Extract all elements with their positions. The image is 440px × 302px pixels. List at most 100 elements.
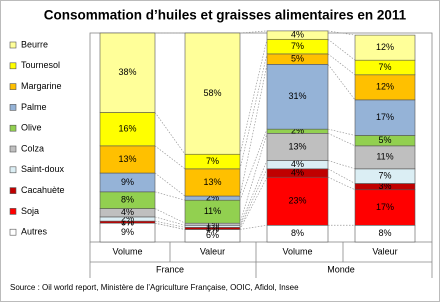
connector bbox=[154, 172, 186, 197]
connector bbox=[239, 129, 268, 201]
data-label: 6% bbox=[206, 230, 219, 240]
legend-label: Margarine bbox=[21, 81, 62, 91]
bar-segment bbox=[184, 168, 241, 197]
chart-title: Consommation d’huiles et graisses alimen… bbox=[44, 8, 407, 23]
data-label: 7% bbox=[206, 156, 219, 166]
legend-marker bbox=[9, 62, 17, 70]
legend-label: Tournesol bbox=[21, 60, 60, 70]
data-label: 1% bbox=[206, 221, 219, 231]
bar-segment bbox=[184, 32, 241, 155]
data-label: 12% bbox=[376, 42, 394, 52]
data-label: 17% bbox=[376, 202, 394, 212]
data-label: 9% bbox=[121, 227, 134, 237]
connector bbox=[154, 191, 186, 201]
bar-segment bbox=[354, 99, 416, 136]
data-label: 31% bbox=[288, 91, 306, 101]
data-label: 12% bbox=[376, 82, 394, 92]
data-label: 11% bbox=[204, 206, 221, 216]
legend-marker bbox=[9, 41, 17, 49]
connector bbox=[239, 133, 268, 224]
data-label: 7% bbox=[378, 171, 391, 181]
legend-label: Saint-doux bbox=[21, 164, 65, 174]
connector bbox=[154, 216, 186, 226]
legend-label: Beurre bbox=[21, 39, 48, 49]
data-label: 2% bbox=[121, 213, 134, 223]
legend-marker bbox=[9, 83, 17, 90]
data-label: 38% bbox=[118, 67, 136, 77]
legend-label: Palme bbox=[21, 102, 47, 112]
connector bbox=[327, 133, 356, 147]
connector bbox=[327, 38, 356, 61]
legend-marker bbox=[9, 124, 17, 132]
connector bbox=[154, 208, 186, 224]
legend-marker bbox=[9, 208, 17, 215]
data-label: 8% bbox=[291, 228, 304, 238]
connector bbox=[239, 64, 268, 197]
data-label: 1% bbox=[206, 223, 219, 233]
connector bbox=[154, 220, 186, 228]
bar-segment bbox=[354, 34, 416, 61]
data-label: 1% bbox=[121, 217, 134, 227]
bar-segment bbox=[266, 133, 329, 161]
legend-label: Autres bbox=[21, 227, 48, 237]
data-label: 8% bbox=[121, 195, 134, 205]
legend-marker bbox=[9, 104, 17, 111]
connector bbox=[154, 222, 186, 230]
data-label: 4% bbox=[121, 207, 134, 217]
data-label: 16% bbox=[118, 124, 136, 134]
source: Source : Oil world report, Ministère de … bbox=[10, 283, 299, 292]
bar-segment bbox=[266, 176, 329, 226]
x-tick-label: Volume bbox=[112, 246, 142, 256]
bar-segment bbox=[99, 112, 156, 147]
x-tick-label: Valeur bbox=[200, 246, 225, 256]
data-label: 8% bbox=[378, 228, 391, 238]
group-label: Monde bbox=[327, 264, 355, 274]
data-label: 5% bbox=[378, 135, 391, 145]
bar-segment bbox=[354, 189, 416, 226]
legend-marker bbox=[9, 145, 17, 153]
data-label: 13% bbox=[288, 141, 306, 151]
data-label: 58% bbox=[203, 88, 221, 98]
bar-segment bbox=[266, 64, 329, 130]
data-label: 7% bbox=[378, 62, 391, 72]
bar-segment bbox=[354, 74, 416, 101]
x-tick-label: Volume bbox=[282, 246, 312, 256]
data-label: 13% bbox=[118, 154, 136, 164]
data-label: 4% bbox=[291, 167, 304, 177]
connector bbox=[239, 177, 268, 230]
data-label: 1% bbox=[206, 219, 219, 229]
data-label: 17% bbox=[376, 112, 394, 122]
legend-marker bbox=[9, 228, 17, 236]
legend-marker bbox=[9, 187, 17, 194]
data-label: 13% bbox=[203, 177, 221, 187]
x-tick-label: Valeur bbox=[372, 246, 397, 256]
data-label: 23% bbox=[288, 196, 306, 206]
legend-label: Cacahuète bbox=[21, 185, 65, 195]
data-label: 4% bbox=[291, 159, 304, 169]
data-label: 2% bbox=[291, 126, 304, 136]
data-label: 9% bbox=[121, 177, 134, 187]
data-label: 7% bbox=[291, 41, 304, 51]
connector bbox=[239, 160, 268, 226]
connector bbox=[327, 176, 356, 191]
legend-label: Colza bbox=[21, 143, 44, 153]
connector bbox=[154, 145, 186, 170]
group-label: France bbox=[156, 264, 184, 274]
data-label: 11% bbox=[376, 152, 393, 162]
plot-frame bbox=[89, 32, 433, 243]
data-label: 4% bbox=[291, 29, 304, 39]
legend-marker bbox=[9, 166, 17, 174]
legend-label: Olive bbox=[21, 123, 42, 133]
legend-label: Soja bbox=[21, 206, 39, 216]
bar-segment bbox=[266, 30, 329, 40]
data-label: 3% bbox=[378, 181, 391, 191]
connector bbox=[327, 168, 356, 184]
data-label: 2% bbox=[206, 192, 219, 202]
bar-segment bbox=[99, 145, 156, 174]
connector bbox=[327, 64, 356, 101]
connector bbox=[327, 53, 356, 76]
data-label: 5% bbox=[291, 54, 304, 64]
bar-segment bbox=[99, 32, 156, 113]
connector bbox=[154, 112, 186, 155]
